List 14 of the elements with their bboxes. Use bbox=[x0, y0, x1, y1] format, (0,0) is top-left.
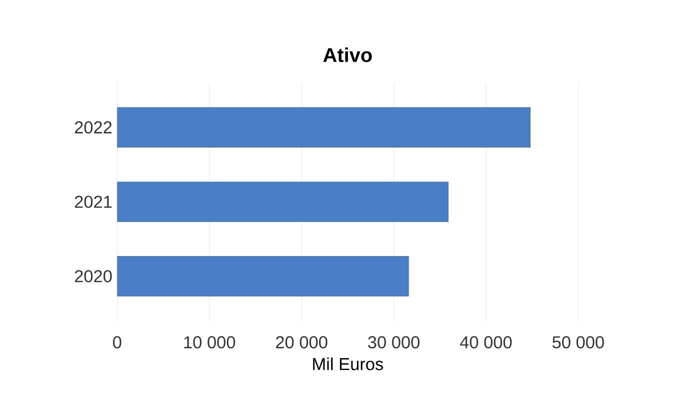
x-tick-label: 50 000 bbox=[552, 336, 604, 348]
x-axis-title: Mil Euros bbox=[313, 357, 384, 370]
bar bbox=[117, 107, 531, 148]
x-tick-label: 0 bbox=[113, 336, 122, 348]
y-tick-label: 2022 bbox=[74, 121, 112, 134]
x-tick-label: 40 000 bbox=[460, 336, 512, 348]
y-tick-label: 2021 bbox=[74, 196, 112, 208]
bar bbox=[117, 256, 409, 296]
chart-title: Ativo bbox=[323, 47, 372, 62]
x-tick-label: 10 000 bbox=[184, 336, 236, 348]
x-tick-label: 30 000 bbox=[368, 336, 420, 348]
x-tick-label: 20 000 bbox=[276, 336, 328, 348]
y-tick-label: 2020 bbox=[74, 270, 112, 282]
bar bbox=[117, 182, 448, 222]
